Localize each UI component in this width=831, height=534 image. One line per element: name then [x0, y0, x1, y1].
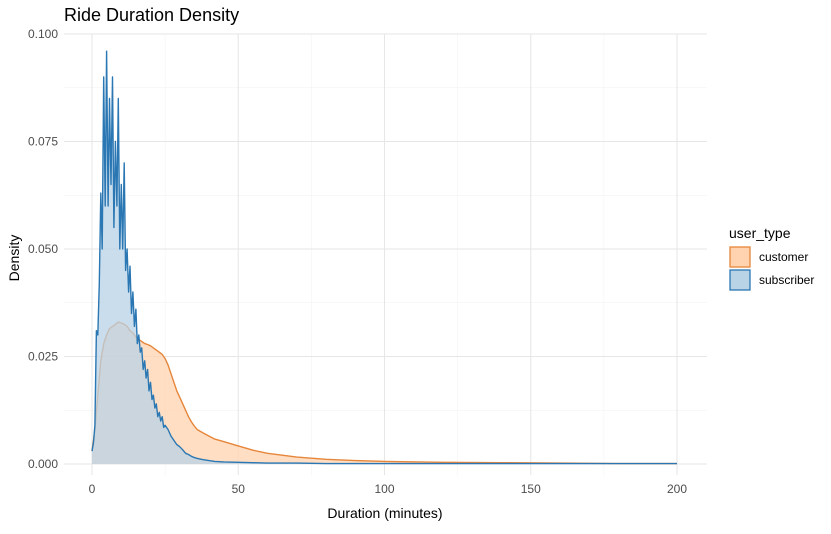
x-axis-ticks: 0 50 100 150 200	[89, 482, 688, 496]
legend-key-customer	[729, 246, 751, 268]
legend: user_type customer subscriber	[729, 225, 814, 291]
legend-key-subscriber	[729, 269, 751, 291]
legend-title: user_type	[729, 225, 791, 241]
x-tick-label: 150	[521, 482, 541, 496]
legend-label-subscriber: subscriber	[759, 273, 814, 287]
y-tick-label: 0.050	[28, 242, 58, 256]
x-tick-label: 100	[374, 482, 394, 496]
x-tick-label: 0	[89, 482, 96, 496]
y-axis-ticks: 0.000 0.025 0.050 0.075 0.100	[28, 27, 58, 471]
density-line-subscriber	[91, 50, 677, 465]
x-tick-label: 200	[667, 482, 687, 496]
y-tick-label: 0.000	[28, 457, 58, 471]
legend-label-customer: customer	[759, 250, 808, 264]
chart-title: Ride Duration Density	[64, 5, 239, 25]
y-tick-label: 0.075	[28, 135, 58, 149]
y-axis-title: Density	[6, 235, 22, 282]
x-tick-label: 50	[232, 482, 246, 496]
y-tick-label: 0.100	[28, 27, 58, 41]
y-tick-label: 0.025	[28, 350, 58, 364]
density-area-subscriber	[92, 51, 677, 464]
density-areas	[91, 50, 677, 465]
x-axis-title: Duration (minutes)	[327, 505, 442, 521]
